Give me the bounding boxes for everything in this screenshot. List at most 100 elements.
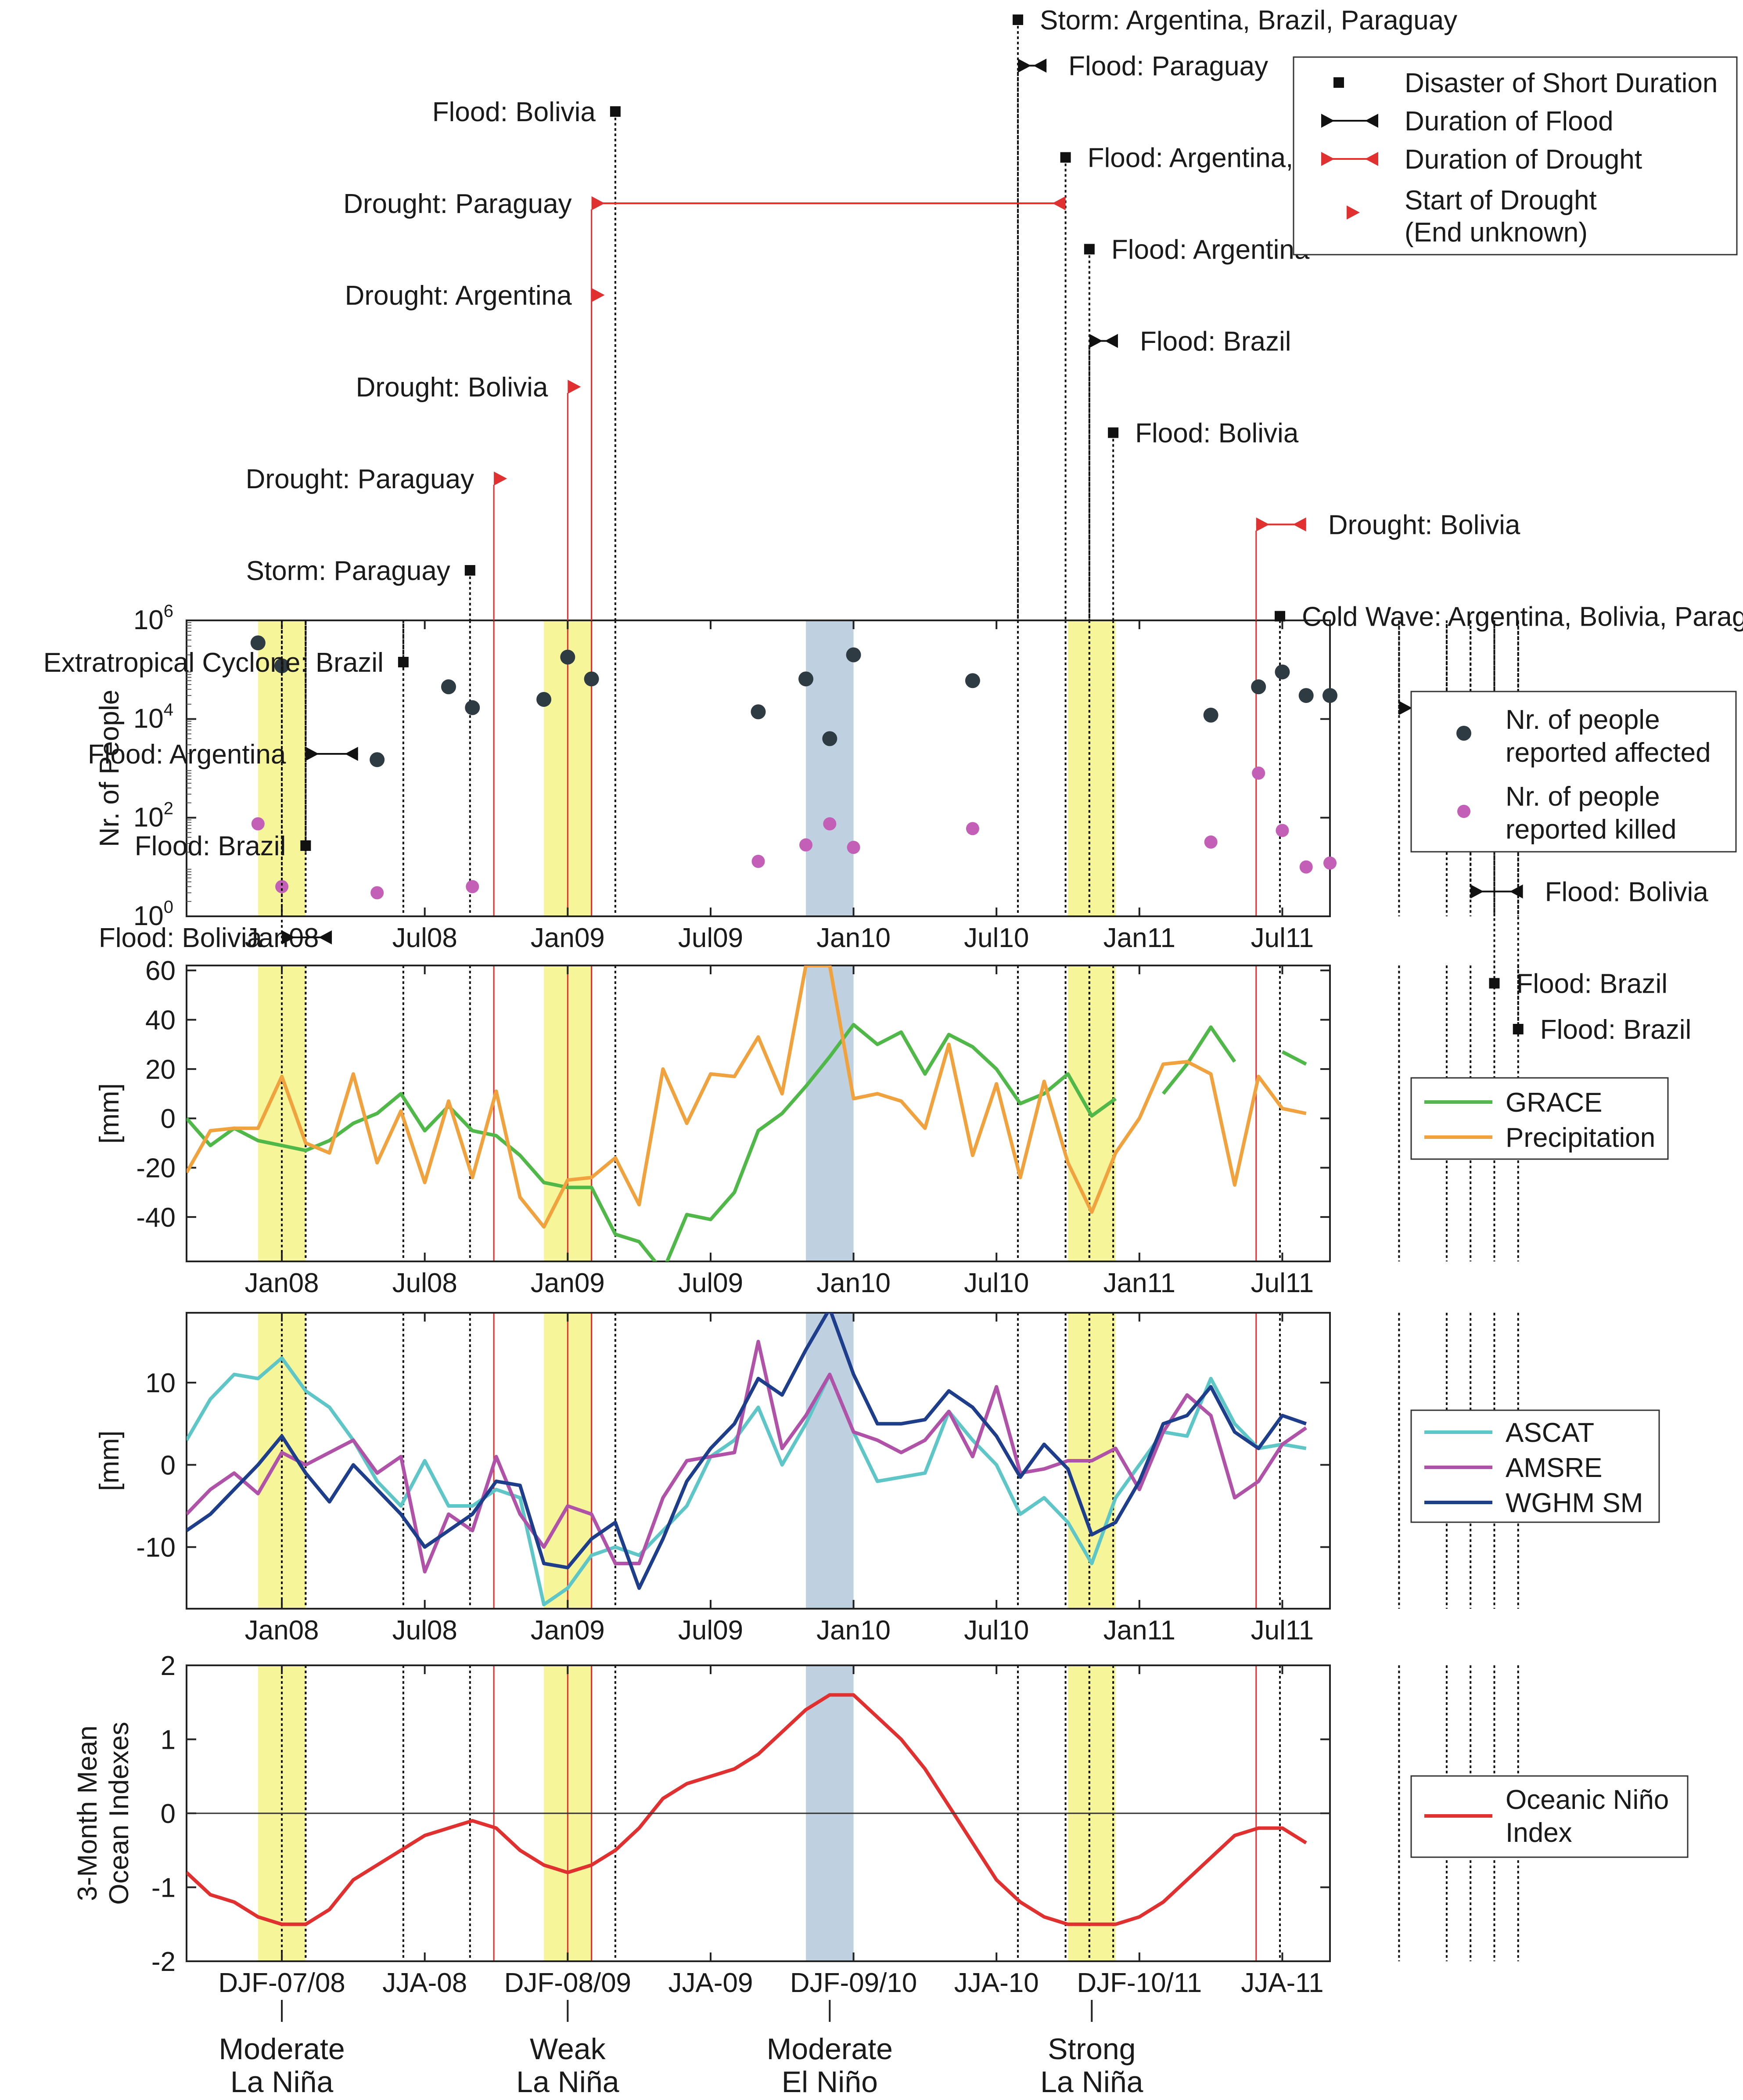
event-label: Storm: Argentina, Brazil, Paraguay — [1040, 5, 1457, 36]
series-line-oceanic-ni-o-index — [187, 1693, 1307, 1926]
event-label: Flood: Brazil — [1540, 1015, 1692, 1045]
event-label: Drought: Paraguay — [343, 189, 571, 219]
y-axis-label-line1: 3-Month Mean — [72, 1725, 103, 1901]
legend-drought-duration: Duration of Drought — [1405, 144, 1642, 175]
panel-3: Jan08 Jul08 Jan09 Jul09 Jan10 Jul10 Jan11 Jul11… — [94, 1312, 1519, 1646]
killed-point — [847, 840, 860, 854]
event-row: Flood: Brazil — [1088, 327, 1291, 620]
event-row: Flood: Argentina — [88, 620, 358, 770]
y-tick-exp: 6 — [164, 602, 173, 621]
y-tick-label: 20 — [145, 1055, 176, 1085]
event-label: Flood: Brazil — [1516, 969, 1668, 999]
flood-duration-end — [345, 747, 358, 761]
short-disaster-marker — [1333, 77, 1344, 88]
y-axis-label: Nr. of People — [94, 690, 125, 847]
y-tick-label: 2 — [161, 1651, 176, 1681]
series-line-wghm-sm — [187, 1313, 1307, 1590]
flood-duration-start — [1470, 884, 1484, 899]
enso-shading — [806, 620, 854, 916]
legend-end-unknown: (End unknown) — [1405, 217, 1588, 248]
y-tick-label: -20 — [136, 1153, 176, 1184]
killed-point — [1299, 860, 1313, 874]
y-tick-base: 10 — [133, 802, 164, 832]
affected-point — [1323, 688, 1337, 703]
legend-killed-line2: reported killed — [1506, 814, 1676, 845]
event-timeline: Storm: Argentina, Brazil, Paraguay Flood:… — [43, 5, 1743, 1045]
short-disaster-marker — [1108, 427, 1119, 438]
killed-point — [1323, 856, 1337, 870]
x-tick-label: Jul10 — [964, 1615, 1029, 1646]
enso-label-phase: La Niña — [1040, 2065, 1143, 2099]
affected-point — [560, 649, 575, 665]
legend-flood-duration: Duration of Flood — [1405, 106, 1614, 137]
enso-shading — [1068, 620, 1116, 916]
y-tick-label: 106 — [133, 602, 173, 635]
y-tick-base: 10 — [133, 901, 164, 931]
drought-start-marker — [494, 472, 507, 486]
affected-point — [798, 671, 814, 687]
event-row: Drought: Paraguay — [246, 464, 507, 620]
killed-point — [370, 886, 384, 900]
event-label: Cold Wave: Argentina, Bolivia, Paraguay,… — [1302, 602, 1743, 632]
killed-point — [966, 822, 979, 836]
affected-point — [1275, 664, 1290, 680]
x-tick-label: Jul09 — [678, 1615, 743, 1646]
y-axis-label: [mm] — [94, 1083, 125, 1144]
killed-point — [251, 817, 265, 831]
event-row: Flood: Bolivia — [432, 97, 621, 620]
panel-frame — [186, 965, 1331, 1262]
affected-point — [441, 679, 456, 695]
x-tick-label: DJF-10/11 — [1077, 1968, 1202, 1998]
x-tick-label: Jan10 — [816, 923, 891, 953]
event-label: Flood: Bolivia — [1545, 877, 1709, 908]
x-tick-label: Jan08 — [245, 1615, 319, 1646]
x-tick-label: Jan10 — [816, 1268, 891, 1298]
y-tick-label: 102 — [133, 799, 173, 832]
legend-affected-line2: reported affected — [1506, 738, 1711, 768]
affected-point — [751, 704, 766, 720]
grace-legend — [1410, 1077, 1669, 1160]
flood-duration-start — [1018, 58, 1031, 73]
event-row: Flood: Paraguay — [1017, 51, 1268, 620]
short-disaster-marker — [1489, 978, 1500, 989]
x-tick-label: JJA-11 — [1241, 1968, 1323, 1998]
short-disaster-marker — [1060, 152, 1071, 163]
series-line-ascat — [187, 1356, 1307, 1607]
event-label: Flood: Argentina — [88, 739, 286, 770]
event-label: Flood: Brazil — [135, 831, 286, 861]
drought-duration-start — [1256, 517, 1269, 532]
x-tick-label: JJA-09 — [668, 1968, 753, 1998]
x-tick-label: Jul11 — [1251, 923, 1314, 953]
enso-label-strength: Moderate — [219, 2032, 345, 2066]
y-tick-label: 0 — [161, 1799, 176, 1829]
x-tick-label: DJF-08/09 — [504, 1968, 631, 1998]
legend-short-duration: Disaster of Short Duration — [1405, 68, 1718, 98]
y-tick-exp: 4 — [164, 700, 173, 720]
affected-point — [250, 635, 266, 651]
panel-frame — [186, 620, 1331, 917]
flood-duration-start — [305, 747, 319, 761]
event-label: Drought: Bolivia — [356, 372, 548, 403]
x-tick-label: Jul08 — [392, 1268, 457, 1298]
flood-duration-start — [282, 930, 295, 944]
affected-point — [846, 647, 861, 663]
killed-point — [1276, 824, 1289, 837]
event-label: Flood: Bolivia — [1135, 418, 1299, 449]
affected-point — [370, 752, 385, 767]
legend-affected-marker — [1456, 726, 1471, 741]
x-tick-label: JJA-10 — [954, 1968, 1039, 1998]
series-line-grace — [187, 1023, 1307, 1261]
short-disaster-marker — [1084, 244, 1095, 255]
y-tick-label: 100 — [133, 897, 173, 931]
legend-killed-line1: Nr. of people — [1506, 782, 1660, 812]
legend-drought-start-marker — [1347, 205, 1360, 220]
legend-drought-end — [1365, 152, 1378, 166]
y-tick-label: -10 — [136, 1533, 176, 1563]
legend-flood-end — [1365, 114, 1378, 128]
event-label: Storm: Paraguay — [246, 556, 450, 586]
killed-point — [823, 817, 837, 831]
y-axis-label: 3-Month MeanOcean Indexes — [72, 1722, 134, 1905]
y-tick-label: -1 — [151, 1873, 176, 1903]
affected-point — [584, 671, 599, 687]
